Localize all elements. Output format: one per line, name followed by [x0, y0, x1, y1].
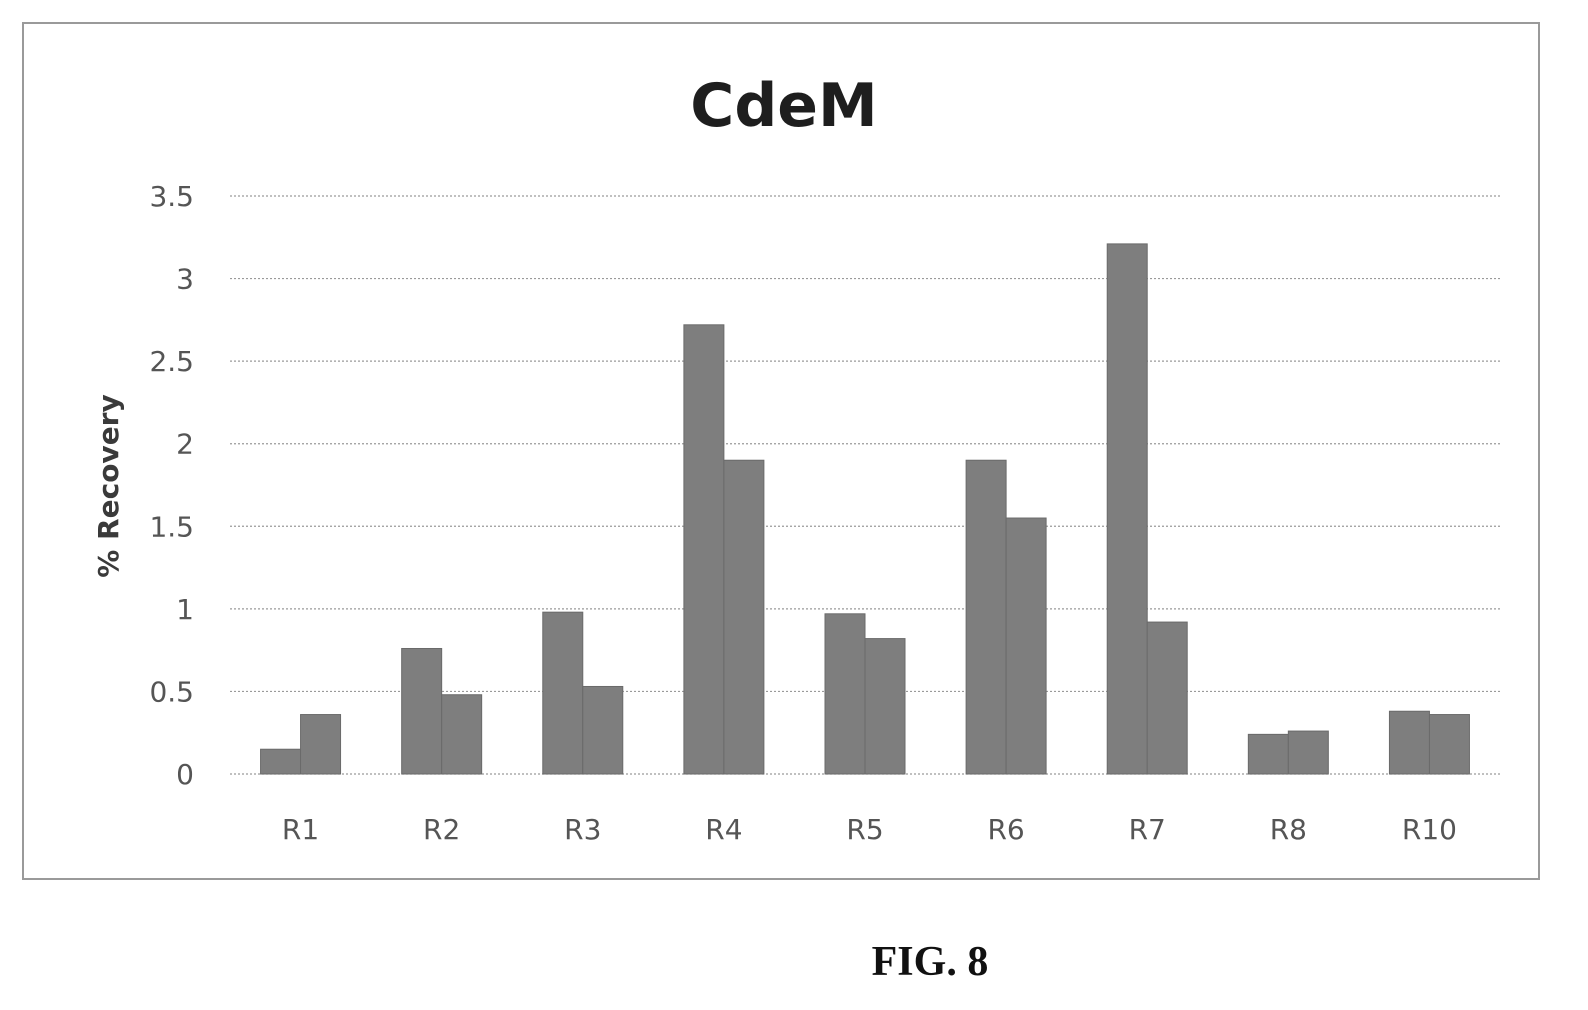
y-tick-labels: 0 0.5 1 1.5 2 2.5 3 3.5 [149, 180, 194, 791]
bar-r1-1 [260, 748, 302, 775]
y-axis-label: % Recovery [92, 394, 125, 578]
chart-frame: CdeM % Recovery 0 0.5 1 1.5 2 2.5 3 3.5 R1 R2 R3 R… [22, 22, 1540, 880]
bar-r8-2 [1287, 730, 1329, 775]
bar-r6-2 [1005, 517, 1047, 775]
x-tick-label: R10 [1402, 813, 1457, 846]
y-tick-label: 1 [176, 593, 194, 626]
x-tick-label: R1 [282, 813, 319, 846]
x-tick-label: R6 [987, 813, 1024, 846]
x-tick-label: R5 [846, 813, 883, 846]
bar-r2-2 [441, 694, 483, 775]
bar-r5-2 [864, 638, 906, 775]
bar-r8-1 [1247, 733, 1289, 775]
y-tick-label: 0.5 [149, 675, 194, 708]
y-tick-label: 2.5 [149, 345, 194, 378]
x-tick-label: R4 [705, 813, 742, 846]
x-tick-label: R7 [1129, 813, 1166, 846]
x-tick-label: R8 [1270, 813, 1307, 846]
bar-r3-1 [542, 611, 584, 775]
y-tick-label: 1.5 [149, 510, 194, 543]
bar-chart: CdeM % Recovery 00.511.522.533.5 R1 R2 R3 R… [92, 71, 1500, 846]
bar-r10-1 [1388, 710, 1430, 775]
bars [260, 243, 1470, 775]
y-tick-label: 3 [176, 263, 194, 296]
x-tick-labels: R1 R2 R3 R4 R5 R6 R7 R8 R10 [282, 813, 1457, 846]
bar-r3-2 [582, 685, 624, 775]
x-tick-label: R2 [423, 813, 460, 846]
bar-r10-2 [1428, 714, 1470, 775]
bar-r7-1 [1106, 243, 1148, 775]
bar-r4-2 [723, 459, 765, 775]
bar-r4-1 [683, 324, 725, 775]
bar-r5-1 [824, 613, 866, 775]
bar-r7-2 [1146, 621, 1188, 775]
bar-r6-1 [965, 459, 1007, 775]
figure-label: FIG. 8 [871, 939, 989, 985]
bar-r1-2 [300, 714, 342, 775]
y-tick-label: 2 [176, 428, 194, 461]
y-tick-label: 3.5 [149, 180, 194, 213]
bar-r2-1 [401, 647, 443, 775]
x-tick-label: R3 [564, 813, 601, 846]
chart-title: CdeM [690, 71, 877, 141]
y-tick-label: 0 [176, 758, 194, 791]
